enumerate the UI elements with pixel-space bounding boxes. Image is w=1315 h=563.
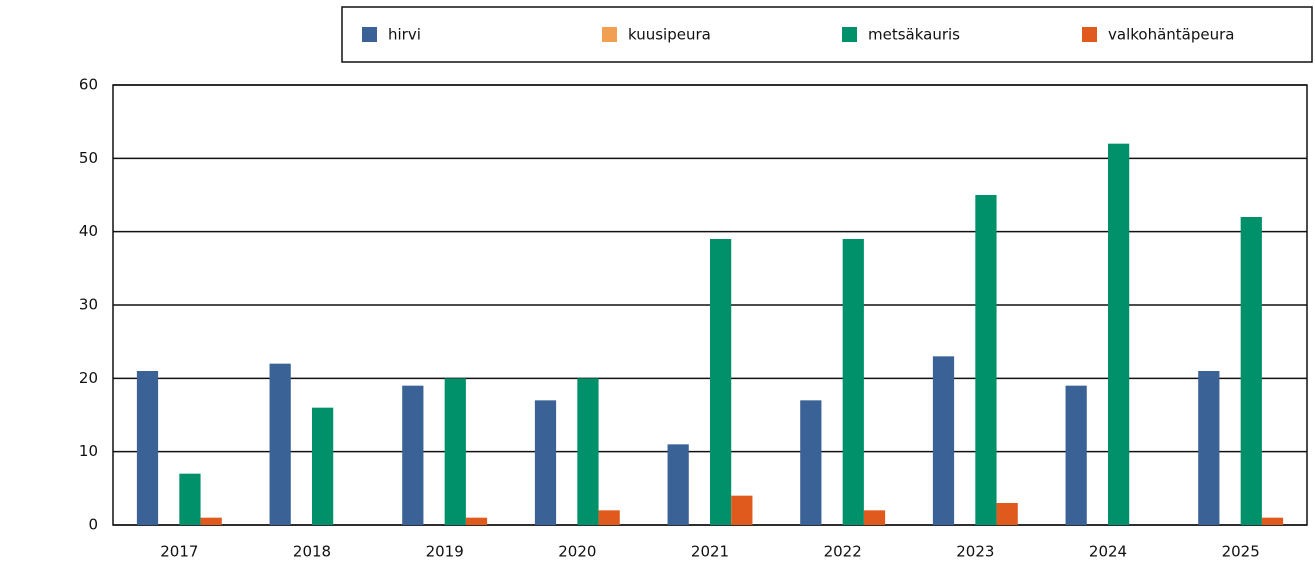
bar (577, 378, 599, 525)
bar (1240, 217, 1262, 525)
bar (667, 444, 689, 525)
x-tick-label: 2017 (160, 543, 198, 561)
y-tick-label: 30 (79, 296, 98, 314)
y-tick-label: 20 (79, 369, 98, 387)
bar (200, 517, 222, 525)
legend-box (341, 6, 1313, 63)
legend-swatch (842, 27, 857, 42)
bar (975, 195, 997, 525)
bar (179, 473, 201, 525)
legend-label: hirvi (388, 26, 421, 44)
y-tick-label: 60 (79, 76, 98, 94)
x-tick-label: 2021 (691, 543, 729, 561)
bar (932, 356, 955, 525)
bar (444, 378, 466, 525)
y-tick-label: 0 (88, 516, 98, 534)
y-tick-label: 50 (79, 149, 98, 167)
bar (800, 400, 822, 525)
x-tick-label: 2023 (956, 543, 994, 561)
x-tick-label: 2020 (558, 543, 596, 561)
y-tick-label: 40 (79, 222, 98, 240)
legend-label: metsäkauris (868, 26, 960, 44)
x-tick-label: 2025 (1222, 543, 1260, 561)
y-tick-label: 10 (79, 442, 98, 460)
bar (842, 239, 864, 525)
bar (710, 239, 732, 525)
bar (1065, 385, 1087, 525)
bar (312, 407, 334, 525)
bar (1198, 371, 1220, 525)
bar (534, 400, 557, 525)
x-tick-label: 2022 (824, 543, 862, 561)
legend-swatch (1082, 27, 1097, 42)
bar (598, 510, 620, 525)
bar (1108, 143, 1130, 525)
legend-label: valkohäntäpeura (1108, 26, 1234, 44)
bar (996, 503, 1018, 525)
x-tick-label: 2019 (426, 543, 464, 561)
legend-label: kuusipeura (628, 26, 711, 44)
x-tick-label: 2024 (1089, 543, 1127, 561)
legend-swatch (602, 27, 617, 42)
x-tick-label: 2018 (293, 543, 331, 561)
bar (465, 517, 488, 525)
bar (402, 385, 424, 525)
bar (269, 363, 291, 525)
bar (863, 510, 886, 525)
bar (1261, 517, 1284, 525)
bar (731, 495, 753, 525)
legend-swatch (362, 27, 377, 42)
bar (136, 371, 159, 525)
